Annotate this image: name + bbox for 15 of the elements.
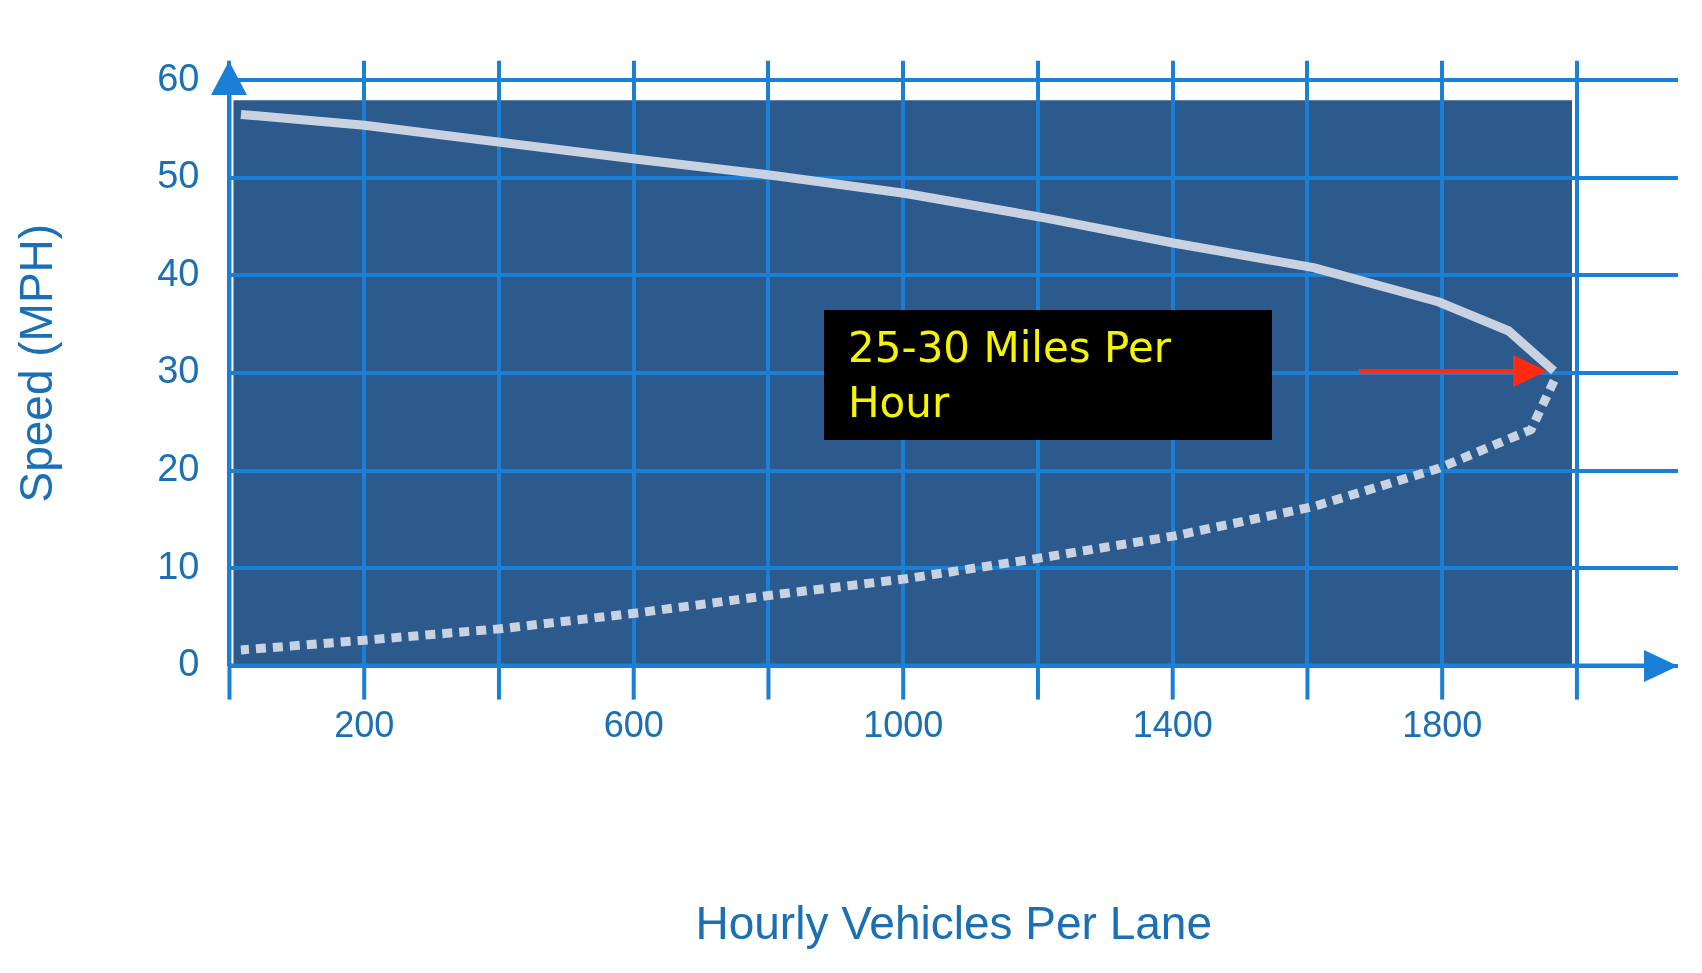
x-tick-label: 600: [603, 704, 664, 746]
annotation: 25-30 Miles Per Hour: [824, 310, 1273, 440]
y-tick-label: 60: [157, 56, 200, 99]
x-axis-title: Hourly Vehicles Per Lane: [695, 897, 1212, 950]
x-tick-label: 1800: [1402, 704, 1483, 746]
y-tick-label: 10: [157, 544, 200, 587]
x-tick-label: 1000: [863, 704, 944, 746]
y-tick-label: 50: [157, 154, 200, 197]
x-tick-label: 1400: [1132, 704, 1213, 746]
x-tick-label: 200: [334, 704, 395, 746]
y-axis-title: Speed (MPH): [10, 223, 63, 503]
y-tick-label: 40: [157, 251, 200, 294]
y-tick-label: 20: [157, 446, 200, 489]
y-tick-label: 30: [157, 349, 200, 392]
y-tick-label: 0: [178, 642, 200, 685]
